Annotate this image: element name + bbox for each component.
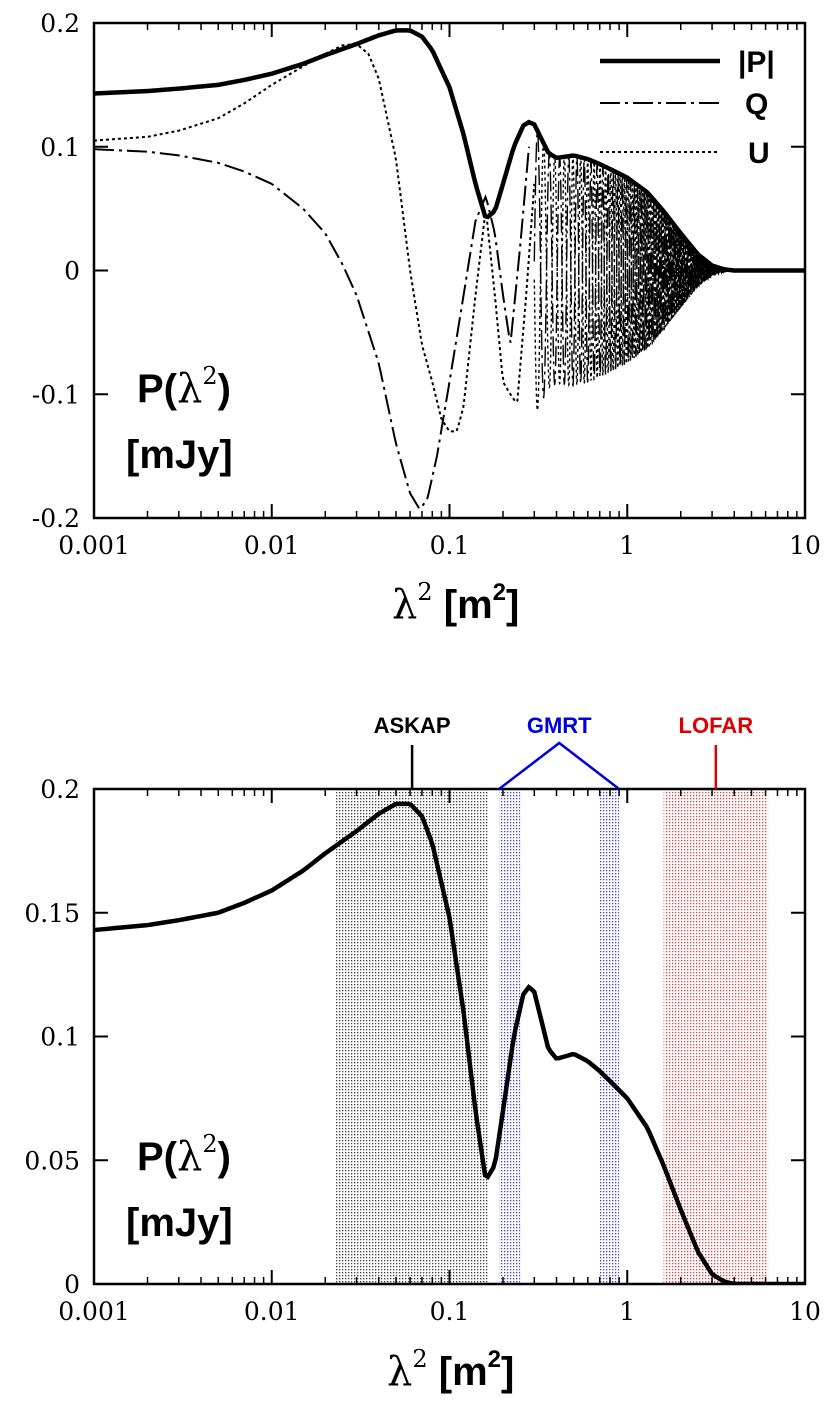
y-tick-label: 0.05: [24, 1146, 80, 1175]
x-tick-label: 10: [789, 531, 821, 560]
band-marker-gmrt: [498, 741, 620, 790]
top-panel: 0.001 0.01 0.1 1 10 0.2 0.1 0 -0.1 -0.2 |P| Q U P…: [32, 9, 821, 628]
x-tick-label: 1: [619, 1297, 635, 1326]
svg-text:[mJy]: [mJy]: [126, 1201, 233, 1245]
x-tick-label: 0.1: [430, 1297, 470, 1326]
band-gmrt-0: [499, 789, 521, 1284]
top-xlabel: λ2 [m2]: [392, 578, 519, 628]
series-p-line: [94, 801, 805, 1284]
y-tick-label: -0.1: [32, 380, 80, 409]
band-gmrt-1: [598, 789, 620, 1284]
svg-text:P(λ2): P(λ2): [137, 362, 231, 412]
y-tick-label: 0.15: [24, 899, 80, 928]
band-label-askap: ASKAP: [374, 713, 451, 738]
band-label-lofar: LOFAR: [679, 713, 754, 738]
band-askap-0: [336, 789, 489, 1284]
x-tick-label: 0.001: [58, 1297, 130, 1326]
series-u-line: [94, 43, 536, 433]
svg-text:P(λ2): P(λ2): [137, 1130, 231, 1180]
band-lofar-0: [663, 789, 769, 1284]
y-tick-label: 0.2: [40, 775, 80, 804]
x-tick-label: 0.01: [244, 531, 300, 560]
top-legend: |P| Q U: [600, 46, 775, 170]
y-tick-label: 0: [64, 1270, 80, 1299]
y-tick-label: -0.2: [32, 504, 80, 533]
top-ylabel: P(λ2) [mJy]: [126, 362, 233, 477]
bottom-xlabel: λ2 [m2]: [387, 1345, 514, 1395]
y-tick-label: 0.2: [40, 9, 80, 38]
legend-label-p: |P|: [738, 46, 775, 79]
legend-label-q: Q: [745, 88, 768, 121]
legend-label-u: U: [748, 137, 770, 170]
series-q-line: [94, 146, 530, 511]
bottom-ylabel: P(λ2) [mJy]: [126, 1130, 233, 1245]
y-tick-label: 0.1: [40, 1023, 80, 1052]
bottom-panel: 0.001 0.01 0.1 1 10 0.2 0.15 0.1 0.05 0 ASKAP GMRT…: [24, 713, 821, 1395]
x-tick-label: 0.1: [430, 531, 470, 560]
x-tick-label: 0.001: [58, 531, 130, 560]
y-tick-label: 0: [64, 257, 80, 286]
y-tick-label: 0.1: [40, 133, 80, 162]
series-u-oscillation: [533, 142, 735, 412]
x-tick-label: 0.01: [244, 1297, 300, 1326]
x-tick-label: 1: [619, 531, 635, 560]
series-p-line: [94, 28, 805, 273]
svg-text:[mJy]: [mJy]: [126, 433, 233, 477]
band-label-gmrt: GMRT: [527, 713, 592, 738]
x-tick-label: 10: [789, 1297, 821, 1326]
